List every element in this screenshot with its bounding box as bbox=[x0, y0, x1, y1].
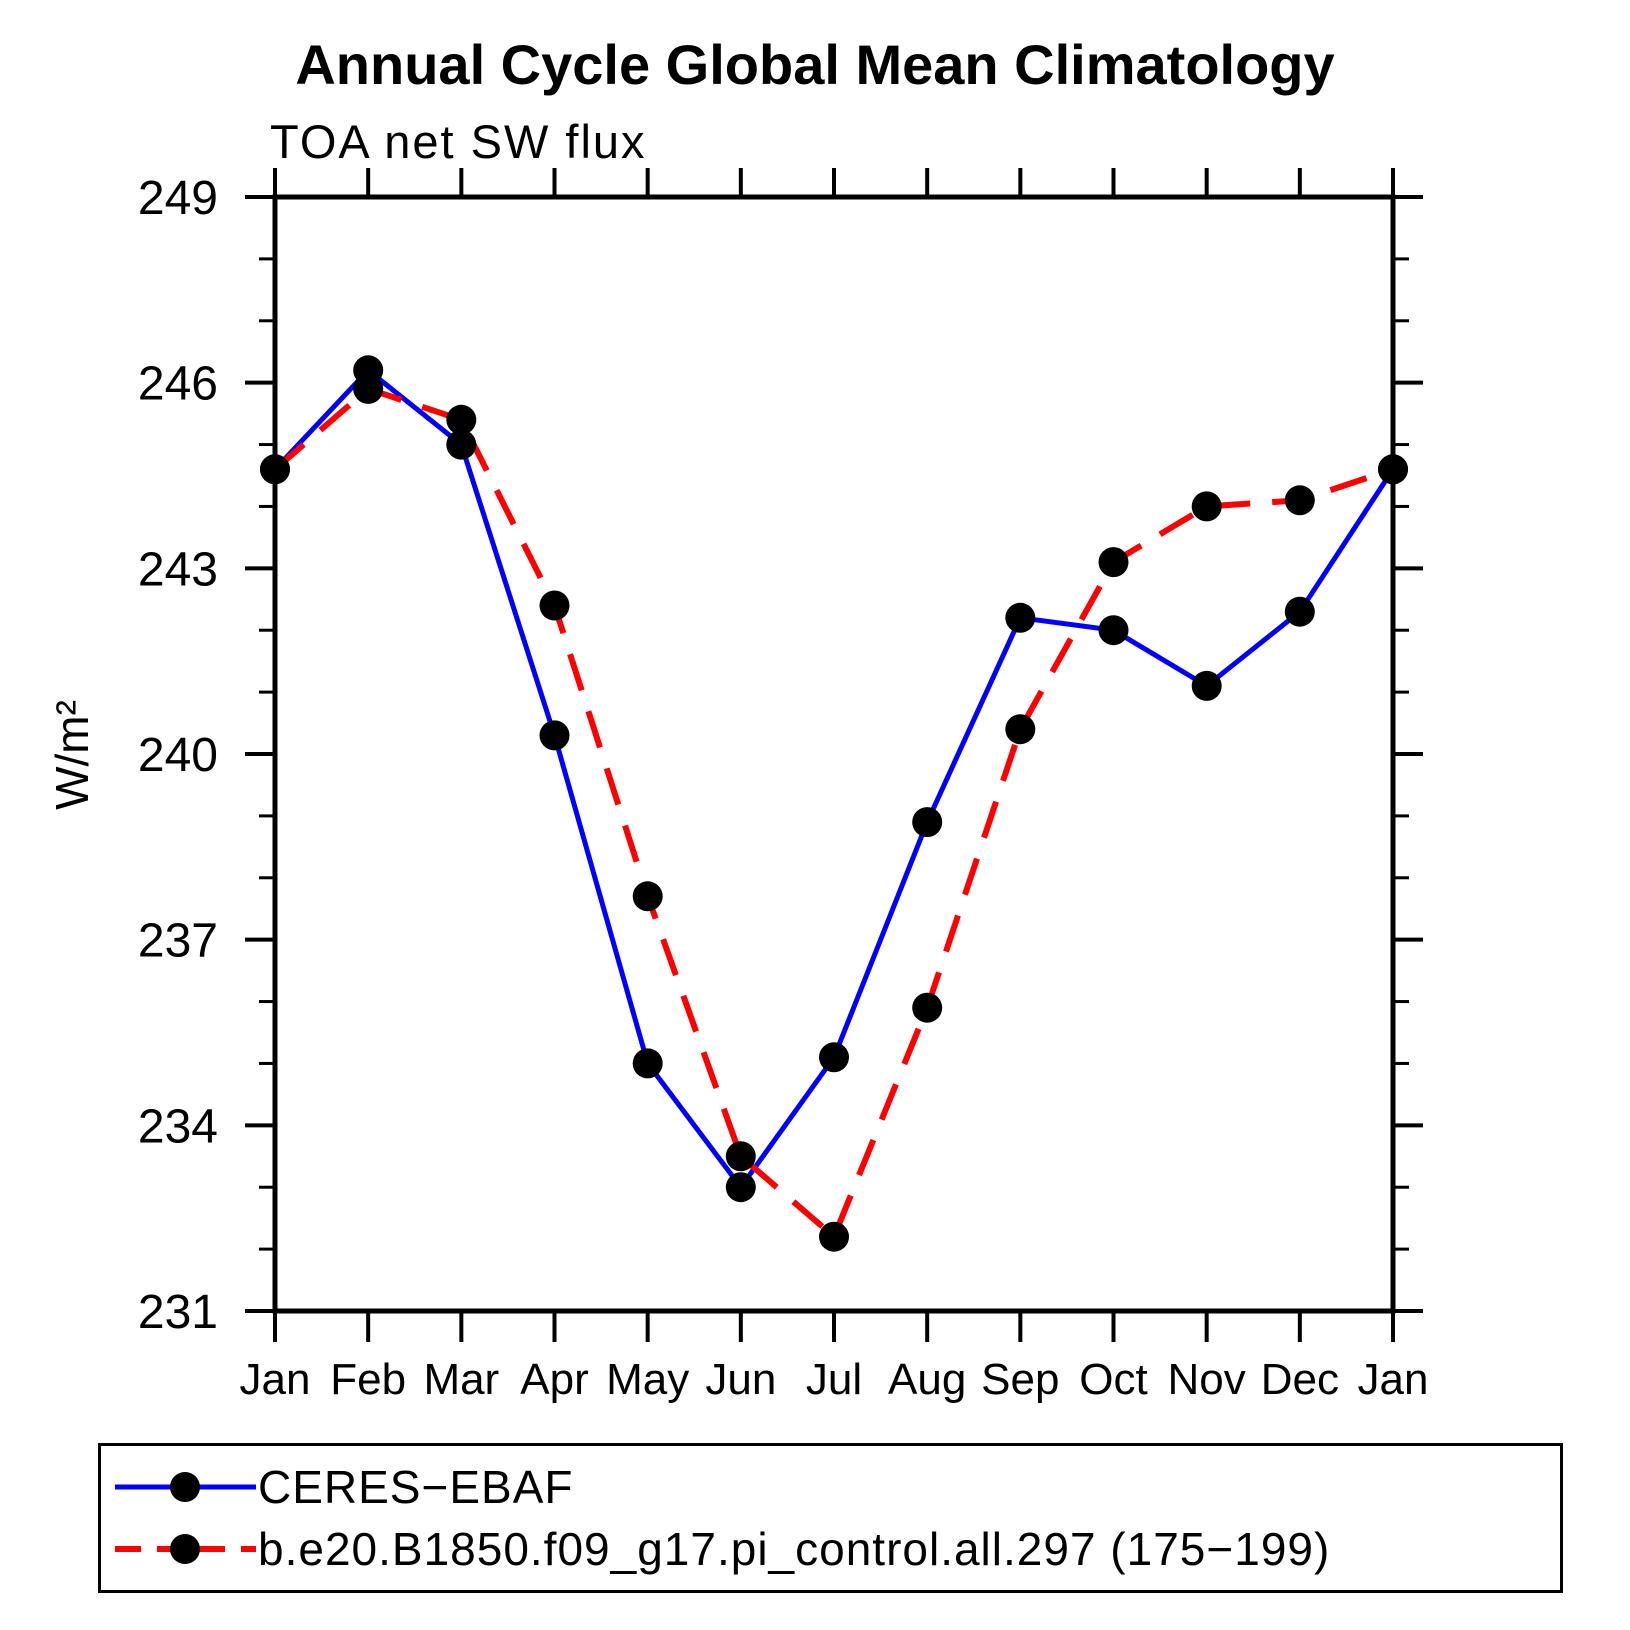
x-tick-label: May bbox=[606, 1355, 689, 1404]
data-point bbox=[632, 881, 663, 912]
data-point bbox=[1191, 670, 1222, 701]
legend-entry-model: b.e20.B1850.f09_g17.pi_control.all.297 (… bbox=[113, 1518, 1560, 1580]
x-tick-label: Mar bbox=[423, 1355, 499, 1404]
axes-layer: 231 234 237 240 243 246 249 Jan Feb Mar Apr May Jun J… bbox=[138, 168, 1429, 1404]
legend-sample-ceres bbox=[115, 1472, 256, 1502]
data-point bbox=[1378, 454, 1408, 485]
x-tick-label: Dec bbox=[1261, 1355, 1339, 1404]
y-tick-label: 243 bbox=[138, 543, 218, 596]
legend-marker-icon bbox=[170, 1472, 200, 1502]
x-tick-label: Nov bbox=[1168, 1355, 1246, 1404]
legend-sample-model bbox=[115, 1534, 256, 1564]
data-point bbox=[725, 1172, 756, 1203]
x-tick-label: Jan bbox=[240, 1355, 311, 1404]
legend-label-model: b.e20.B1850.f09_g17.pi_control.all.297 (… bbox=[258, 1523, 1331, 1575]
y-axis-label: W/m² bbox=[46, 700, 98, 810]
data-point bbox=[1191, 491, 1222, 522]
x-tick-label: Apr bbox=[520, 1355, 588, 1404]
data-point bbox=[632, 1048, 663, 1079]
data-point bbox=[353, 373, 384, 404]
data-point bbox=[446, 404, 477, 435]
y-tick-label: 249 bbox=[138, 172, 218, 225]
series-line-1 bbox=[273, 385, 1394, 1242]
series-layer bbox=[260, 355, 1408, 1252]
legend-box: CERES−EBAF b.e20.B1850.f09_g17.pi_contro… bbox=[98, 1443, 1563, 1593]
x-tick-label: Aug bbox=[888, 1355, 966, 1404]
data-point bbox=[819, 1042, 849, 1073]
legend-label-ceres: CERES−EBAF bbox=[258, 1461, 574, 1513]
legend-entry-ceres: CERES−EBAF bbox=[113, 1456, 1560, 1518]
data-point bbox=[1098, 547, 1129, 578]
chart-title: Annual Cycle Global Mean Climatology bbox=[295, 33, 1334, 96]
legend-marker-icon bbox=[170, 1534, 200, 1564]
plot-frame bbox=[272, 194, 1396, 1314]
data-point bbox=[1005, 714, 1036, 745]
y-tick-label: 240 bbox=[138, 729, 218, 782]
x-tick-label: Oct bbox=[1079, 1355, 1147, 1404]
data-point bbox=[1284, 485, 1315, 516]
data-point bbox=[1284, 596, 1315, 627]
data-point bbox=[446, 429, 477, 460]
data-point bbox=[819, 1221, 849, 1252]
data-point bbox=[539, 590, 570, 621]
x-tick-label: Jun bbox=[705, 1355, 776, 1404]
y-tick-label: 237 bbox=[138, 915, 218, 968]
y-tick-label: 246 bbox=[138, 358, 218, 411]
data-point bbox=[260, 454, 290, 485]
x-tick-label: Jul bbox=[806, 1355, 862, 1404]
data-point bbox=[1098, 615, 1129, 646]
chart-subtitle: TOA net SW flux bbox=[270, 115, 647, 168]
x-tick-label: Feb bbox=[330, 1355, 406, 1404]
y-tick-label: 234 bbox=[138, 1100, 218, 1153]
x-tick-label: Jan bbox=[1358, 1355, 1429, 1404]
data-point bbox=[539, 720, 570, 751]
data-point bbox=[912, 807, 943, 838]
data-point bbox=[912, 992, 943, 1023]
data-point bbox=[1005, 602, 1036, 633]
x-tick-label: Sep bbox=[981, 1355, 1059, 1404]
data-point bbox=[725, 1141, 756, 1172]
y-tick-label: 231 bbox=[138, 1286, 218, 1339]
